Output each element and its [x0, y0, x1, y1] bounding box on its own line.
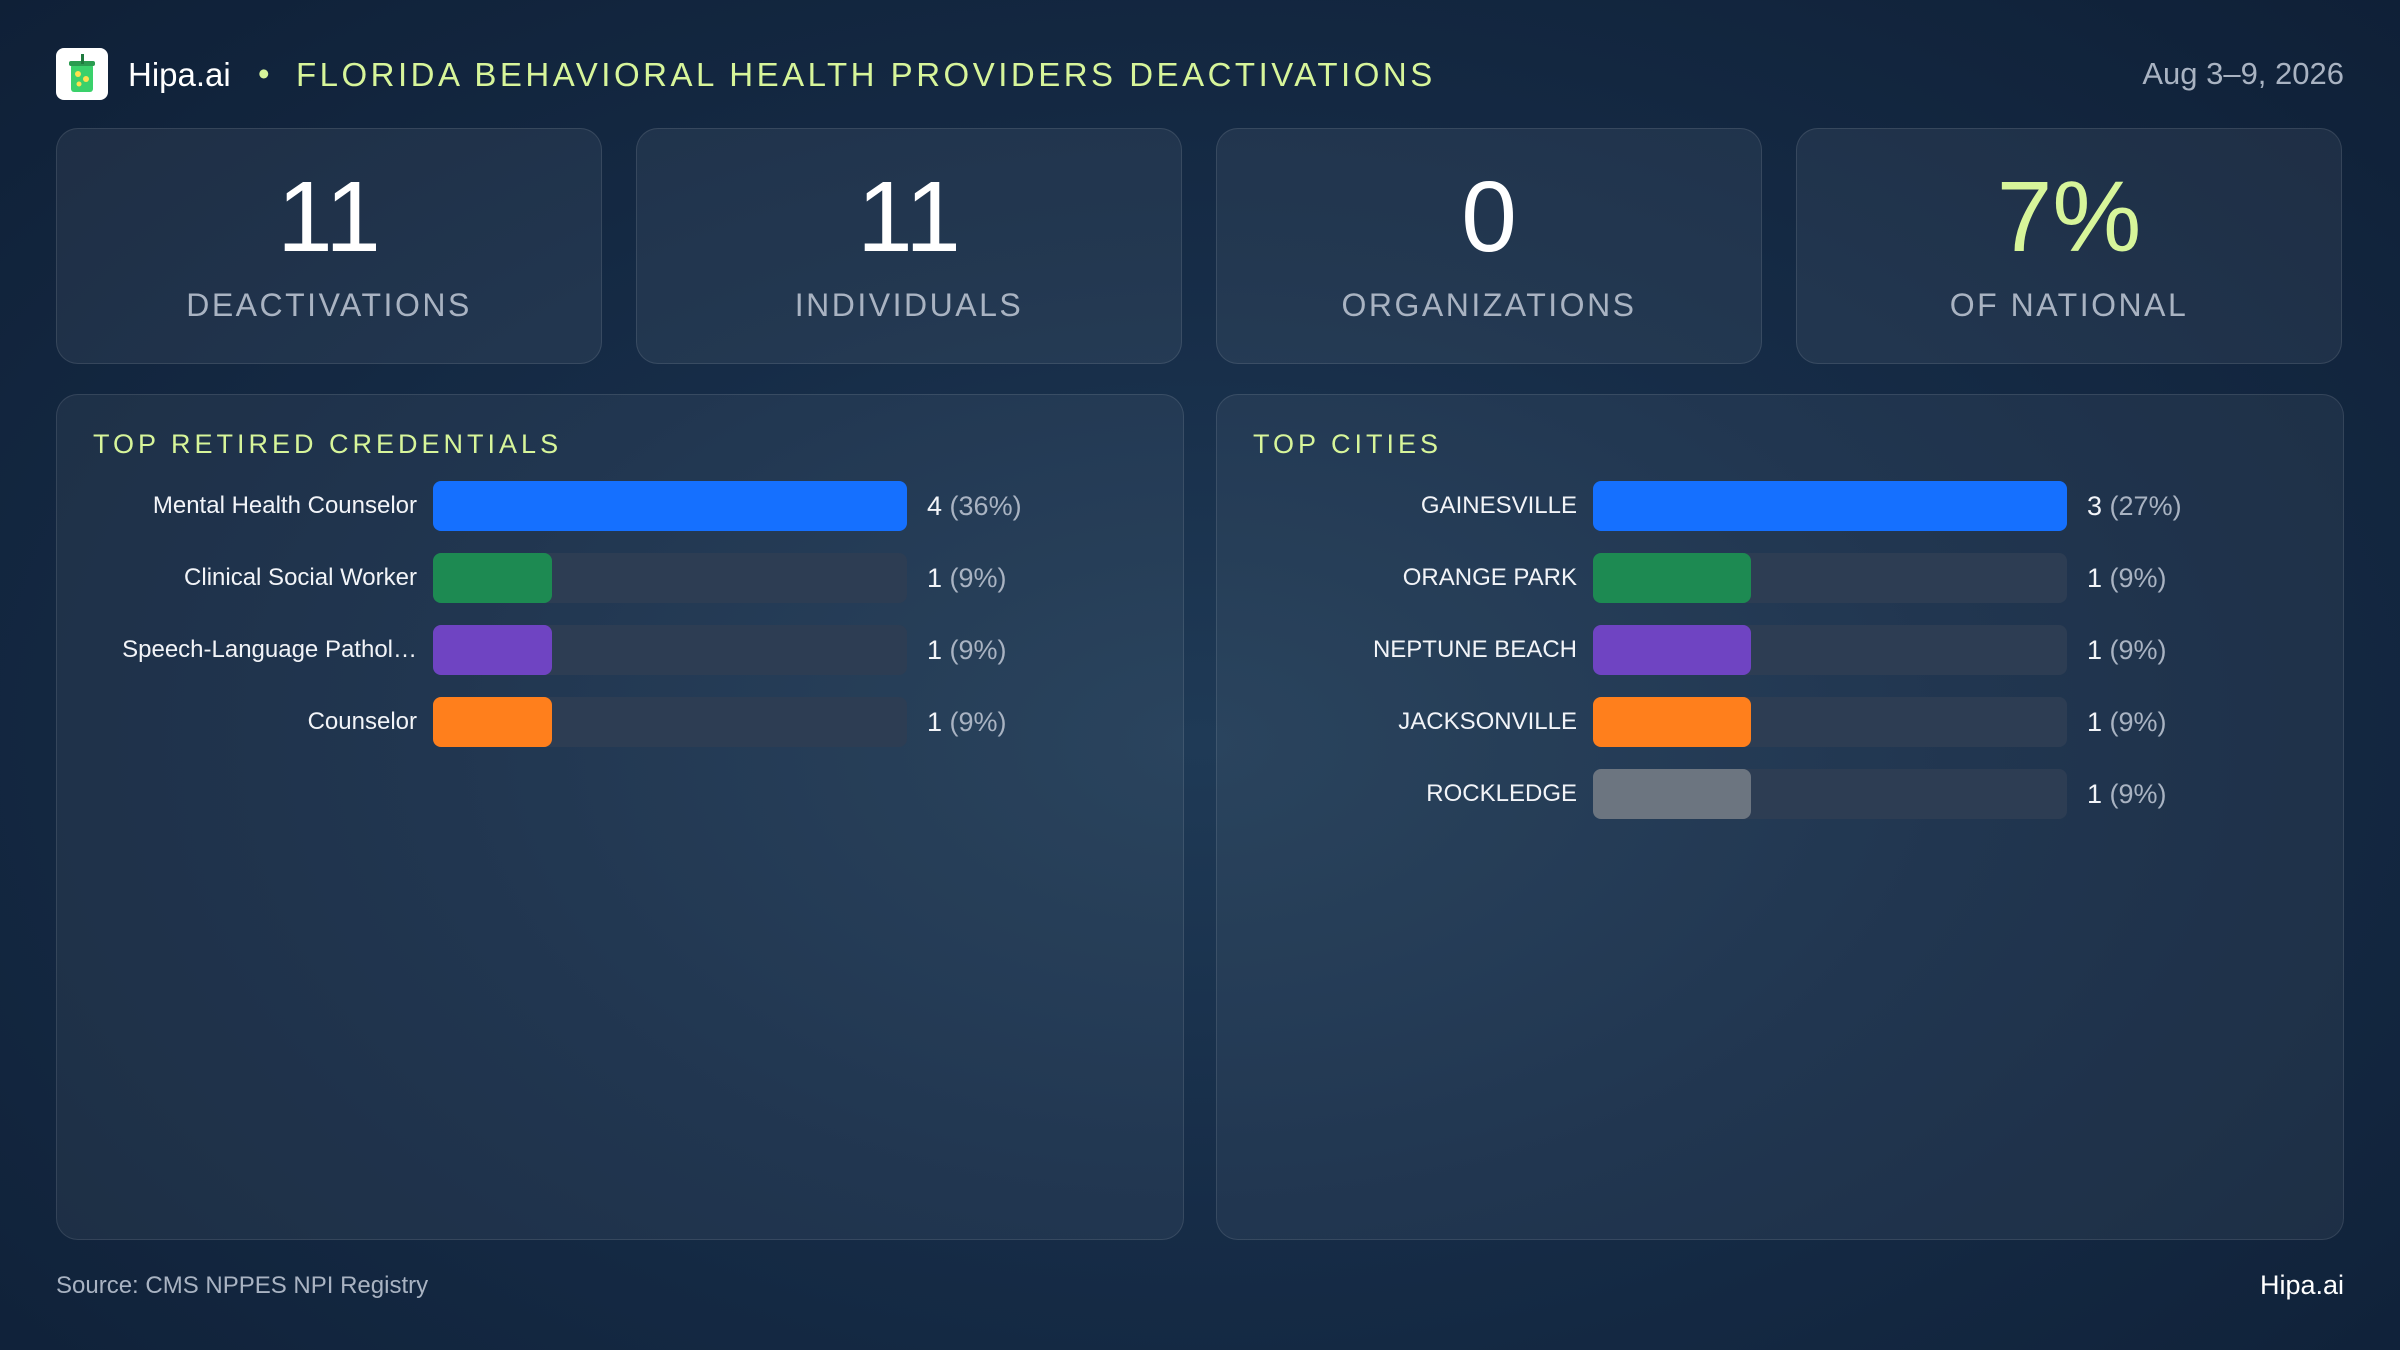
bar-percent: (36%) [949, 491, 1022, 521]
bar-track [1593, 697, 2067, 747]
page-title: FLORIDA BEHAVIORAL HEALTH PROVIDERS DEAC… [296, 56, 1436, 93]
bar-value-label: 1 (9%) [927, 697, 1007, 747]
header: Hipa.ai • FLORIDA BEHAVIORAL HEALTH PROV… [56, 46, 2344, 102]
bar-track [1593, 769, 2067, 819]
bar-row: JACKSONVILLE 1 (9%) [1217, 697, 2343, 747]
bar-value-label: 1 (9%) [2087, 769, 2167, 819]
bar-label: ORANGE PARK [1402, 564, 1577, 591]
bar-track [433, 625, 907, 675]
bar-label: ROCKLEDGE [1426, 780, 1577, 807]
bar-track [433, 481, 907, 531]
bar-value-label: 1 (9%) [927, 553, 1007, 603]
bar-percent: (9%) [949, 635, 1007, 665]
bar-track [1593, 481, 2067, 531]
brand-name: Hipa.ai [128, 56, 231, 93]
cities-panel: TOP CITIES GAINESVILLE 3 (27%) ORANGE PARK… [1216, 394, 2344, 1240]
bar-value: 4 [927, 491, 943, 521]
bar-row: Clinical Social Worker 1 (9%) [57, 553, 1183, 603]
credentials-panel: TOP RETIRED CREDENTIALS Mental Health Co… [56, 394, 1184, 1240]
stat-card-individuals: 11 INDIVIDUALS [636, 128, 1182, 364]
stat-value: 0 [1461, 161, 1517, 273]
stat-label: ORGANIZATIONS [1341, 287, 1637, 323]
bar-value: 1 [2087, 563, 2103, 593]
bar-label: Mental Health Counselor [152, 492, 417, 519]
bar [1593, 769, 1751, 819]
bar-label: Clinical Social Worker [184, 564, 417, 591]
bar-percent: (9%) [2109, 707, 2167, 737]
bar-value: 1 [927, 707, 943, 737]
bar-label: Counselor [307, 708, 417, 735]
bar-track [433, 553, 907, 603]
bar [1593, 553, 1751, 603]
bar-label: Speech-Language Pathol… [122, 636, 417, 663]
bar-value: 1 [927, 635, 943, 665]
stat-label: DEACTIVATIONS [186, 287, 472, 323]
bar [433, 625, 552, 675]
bar-value: 3 [2087, 491, 2103, 521]
bar-value-label: 1 (9%) [2087, 625, 2167, 675]
bar-row: ROCKLEDGE 1 (9%) [1217, 769, 2343, 819]
bar-value-label: 1 (9%) [927, 625, 1007, 675]
stat-label: INDIVIDUALS [794, 287, 1024, 323]
stat-card-organizations: 0 ORGANIZATIONS [1216, 128, 1762, 364]
panel-title: TOP RETIRED CREDENTIALS [93, 429, 563, 459]
bar [433, 481, 907, 531]
bar-percent: (9%) [2109, 563, 2167, 593]
bar-row: Mental Health Counselor 4 (36%) [57, 481, 1183, 531]
bar-value: 1 [927, 563, 943, 593]
bar [1593, 625, 1751, 675]
bar-label: GAINESVILLE [1420, 492, 1577, 519]
bar-row: NEPTUNE BEACH 1 (9%) [1217, 625, 2343, 675]
bar-percent: (9%) [2109, 779, 2167, 809]
bar [1593, 481, 2067, 531]
source-note: Source: CMS NPPES NPI Registry [56, 1272, 429, 1299]
bar-label: JACKSONVILLE [1398, 708, 1577, 735]
stat-label: OF NATIONAL [1949, 287, 2189, 323]
panel-title: TOP CITIES [1253, 429, 1443, 459]
stat-value: 11 [277, 161, 381, 273]
date-range: Aug 3–9, 2026 [2142, 56, 2344, 91]
bar-track [1593, 553, 2067, 603]
bar-row: Speech-Language Pathol… 1 (9%) [57, 625, 1183, 675]
bar-percent: (9%) [949, 563, 1007, 593]
bar-value-label: 1 (9%) [2087, 553, 2167, 603]
bar-value: 1 [2087, 779, 2103, 809]
bar-percent: (27%) [2109, 491, 2182, 521]
bar-value: 1 [2087, 707, 2103, 737]
title-separator: • [258, 55, 270, 92]
footer-brand: Hipa.ai [2259, 1270, 2344, 1300]
drink-cup-icon [69, 54, 95, 92]
stat-card-deactivations: 11 DEACTIVATIONS [56, 128, 602, 364]
stat-value: 11 [857, 161, 961, 273]
bar [433, 553, 552, 603]
bar-value-label: 1 (9%) [2087, 697, 2167, 747]
bar-row: Counselor 1 (9%) [57, 697, 1183, 747]
bar-label: NEPTUNE BEACH [1372, 636, 1577, 663]
bar-value-label: 3 (27%) [2087, 481, 2182, 531]
bar [433, 697, 552, 747]
bar-value-label: 4 (36%) [927, 481, 1022, 531]
bar-row: GAINESVILLE 3 (27%) [1217, 481, 2343, 531]
bar [1593, 697, 1751, 747]
logo [56, 48, 108, 100]
bar-track [433, 697, 907, 747]
bar-value: 1 [2087, 635, 2103, 665]
stat-card-national-share: 7% OF NATIONAL [1796, 128, 2342, 364]
stat-value: 7% [1996, 161, 2142, 273]
bar-row: ORANGE PARK 1 (9%) [1217, 553, 2343, 603]
bar-track [1593, 625, 2067, 675]
bar-percent: (9%) [2109, 635, 2167, 665]
bar-percent: (9%) [949, 707, 1007, 737]
